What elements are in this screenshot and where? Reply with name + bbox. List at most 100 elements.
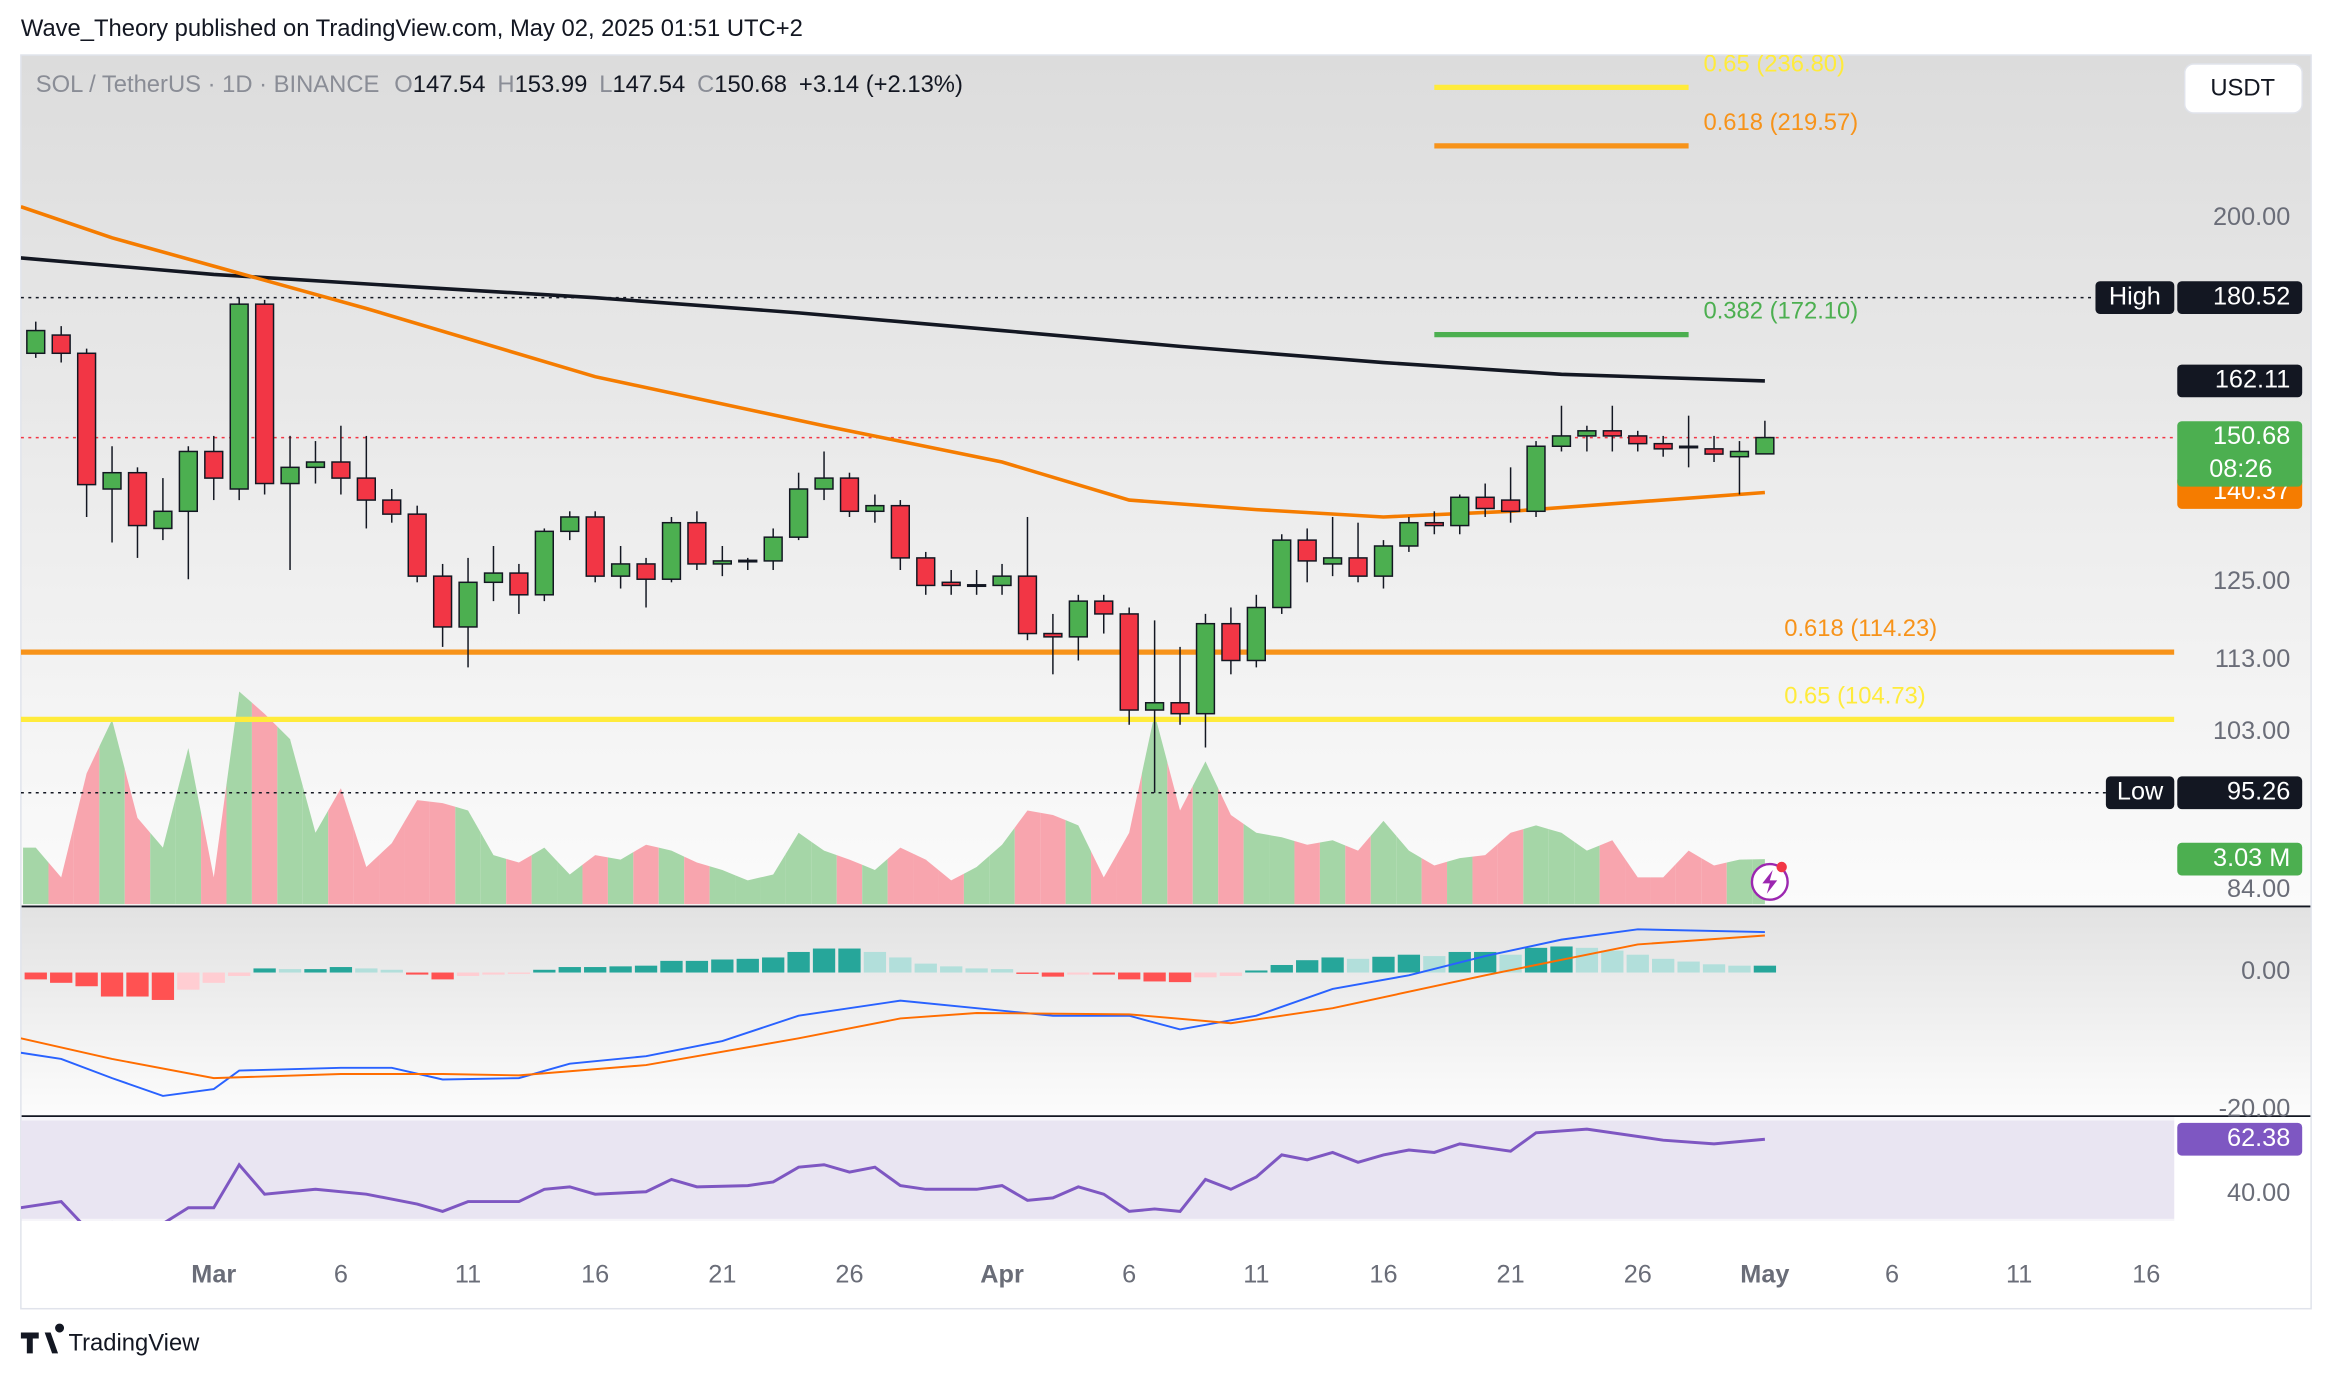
low-value: 147.54 [612,72,685,99]
volume-area [1269,835,1295,905]
macd-histogram [685,960,709,973]
volume-area [1548,829,1575,905]
x-tick-label: 11 [455,1261,481,1289]
macd-histogram [863,951,887,973]
volume-area [1497,829,1524,905]
macd-histogram [1270,964,1293,973]
volume-area [760,853,786,905]
rsi-value-bg [2177,1122,2303,1156]
candle-body [1119,613,1139,711]
volume-area [124,768,151,905]
fib-label: 0.65 (104.73) [1784,682,1925,709]
candle-body [1017,575,1038,635]
macd-histogram [1652,958,1675,973]
candle-body [280,466,300,485]
x-tick-label: 21 [708,1261,736,1289]
macd-histogram [838,948,861,973]
candle-body [76,352,97,486]
last-price: 150.68 [2213,422,2290,450]
candle-body [1678,445,1699,449]
volume-area [607,852,634,905]
candle-body [839,477,860,513]
candle-body [636,563,656,580]
volume-area [506,855,532,905]
macd-histogram [253,968,276,973]
x-tick-label: 6 [1885,1261,1899,1289]
x-tick-label: 11 [1243,1261,1269,1289]
volume-value: 3.03 M [2213,844,2290,872]
volume-area [1319,840,1346,905]
brand-logo [20,1323,65,1354]
candle-body [610,563,631,577]
volume-area [1040,812,1066,905]
macd-histogram [228,972,251,976]
moving-average [20,204,1766,519]
currency-label[interactable]: USDT [2210,75,2275,102]
macd-histogram [1372,956,1395,973]
macd-histogram [1016,972,1039,974]
macd-histogram [1346,958,1370,973]
brand-name: TradingView [68,1330,200,1357]
candle-body [560,516,580,533]
candle-body [1297,539,1317,562]
macd-histogram [100,972,124,997]
macd-histogram [812,948,836,973]
candle-body [1450,496,1470,527]
close-label: C [697,72,714,99]
high-tag-bg [2095,281,2175,314]
low-tag-bg [2105,776,2175,810]
candle-body [356,477,377,501]
volume-area [455,806,481,905]
x-tick-label: 6 [1122,1261,1136,1289]
rsi-band [20,1120,2175,1219]
ma-value-bg [2177,364,2303,398]
macd-histogram [1753,965,1777,973]
volume-area [938,869,964,905]
candle-body [305,461,326,469]
volume-area [328,788,354,905]
volume-area [175,748,202,905]
alert-bolt [1762,869,1778,894]
candle-body [966,584,987,588]
volume-area [302,785,329,905]
candle-body [407,513,427,577]
candle-body [26,329,46,355]
macd-histogram [1321,957,1344,973]
candle-body [1628,435,1648,445]
fib-label: 0.618 (219.57) [1703,109,1858,136]
volume-area [633,844,659,905]
volume-area [1345,835,1371,905]
volume-area [1675,850,1702,905]
candle-body [178,450,199,513]
macd-histogram [278,969,302,973]
volume-area [1396,835,1422,905]
volume-area [811,841,837,905]
macd-histogram [177,972,200,990]
publisher: Wave_Theory published on TradingView.com… [21,15,803,42]
volume-area [785,832,812,905]
volume-area [379,821,405,905]
fib-label: 0.382 (172.10) [1703,298,1858,325]
macd-histogram [736,958,759,973]
currency-button[interactable] [2183,63,2303,114]
macd-histogram [50,972,73,983]
volume-area [1294,840,1320,905]
x-tick-label: 21 [1497,1261,1525,1289]
candle-body [483,572,504,584]
volume-area [251,702,278,905]
y-tick-label: 84.00 [2227,875,2290,903]
x-tick-label: 16 [581,1261,609,1289]
volume-area [480,832,507,905]
volume-area [429,801,456,905]
macd-histogram [533,969,556,973]
candle-body [992,575,1012,587]
volume-area [1574,841,1600,905]
close-value: 150.68 [714,72,787,99]
candle-body [788,488,809,538]
low-value-bg [2177,776,2303,810]
volume-area [404,800,430,905]
macd-histogram [609,966,632,973]
volume-area [1726,859,1753,905]
macd-histogram [380,969,403,973]
candle-body [1170,702,1190,715]
